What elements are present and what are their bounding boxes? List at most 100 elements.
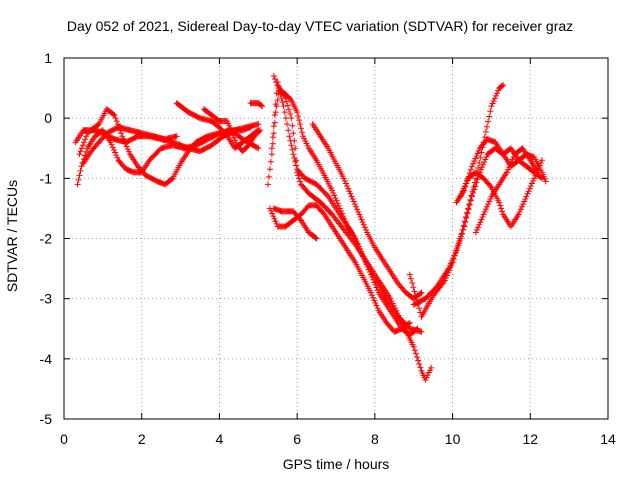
plus-marker bbox=[485, 118, 492, 125]
plus-marker bbox=[476, 159, 483, 166]
plus-marker bbox=[373, 284, 380, 291]
plus-marker bbox=[268, 207, 275, 214]
plus-marker bbox=[474, 150, 481, 157]
plus-marker bbox=[357, 248, 364, 255]
plus-marker bbox=[272, 109, 279, 116]
plus-marker bbox=[373, 302, 380, 309]
plus-marker bbox=[483, 123, 490, 130]
plus-marker bbox=[480, 211, 487, 218]
plus-marker bbox=[363, 261, 370, 268]
plus-marker bbox=[271, 112, 278, 119]
plus-marker bbox=[362, 226, 369, 233]
plus-marker bbox=[342, 180, 349, 187]
plus-marker bbox=[483, 153, 490, 160]
plus-marker bbox=[508, 159, 515, 166]
axis-ticks: 0 2 4 6 8 10 12 14 -5 -4 -3 -2 -1 0 1 bbox=[40, 50, 616, 447]
plus-marker bbox=[343, 220, 350, 227]
plus-marker bbox=[477, 154, 484, 161]
plus-marker bbox=[464, 177, 471, 184]
plus-marker bbox=[280, 103, 287, 110]
plus-marker bbox=[469, 163, 475, 170]
plus-marker bbox=[346, 188, 353, 195]
plus-marker bbox=[283, 98, 290, 105]
plus-marker bbox=[256, 128, 263, 135]
plus-marker bbox=[473, 179, 480, 186]
plus-marker bbox=[456, 237, 463, 244]
plus-marker bbox=[428, 364, 435, 371]
plus-marker bbox=[282, 115, 289, 122]
y-tick-label: -3 bbox=[40, 291, 53, 307]
y-tick-label: 1 bbox=[44, 50, 52, 66]
plus-marker bbox=[475, 147, 482, 154]
plus-marker bbox=[287, 110, 294, 117]
series-track-15 bbox=[410, 145, 545, 308]
plus-marker bbox=[370, 294, 377, 301]
plus-marker bbox=[475, 224, 482, 231]
plus-marker bbox=[255, 145, 262, 152]
plus-marker bbox=[285, 127, 292, 134]
plus-marker bbox=[295, 113, 302, 120]
plus-marker bbox=[410, 343, 417, 350]
plus-marker bbox=[488, 103, 495, 110]
plus-marker bbox=[358, 216, 365, 223]
plus-marker bbox=[270, 130, 277, 137]
plus-marker bbox=[354, 206, 361, 213]
plus-marker bbox=[231, 137, 238, 144]
plus-marker bbox=[359, 219, 366, 226]
plus-marker bbox=[352, 203, 359, 210]
plus-marker bbox=[367, 289, 374, 296]
plus-marker bbox=[415, 357, 422, 364]
plus-marker bbox=[411, 347, 418, 354]
plus-marker bbox=[123, 143, 130, 150]
plus-marker bbox=[497, 202, 504, 209]
plus-marker bbox=[489, 100, 496, 107]
plus-marker bbox=[536, 162, 543, 169]
plus-marker bbox=[83, 133, 90, 140]
y-tick-label: -5 bbox=[40, 411, 53, 427]
plus-marker bbox=[113, 118, 120, 125]
plus-marker bbox=[461, 218, 468, 225]
plus-marker bbox=[476, 221, 483, 228]
plus-marker bbox=[500, 82, 507, 89]
plus-marker bbox=[289, 146, 296, 153]
plus-marker bbox=[470, 160, 477, 167]
plus-marker bbox=[458, 190, 465, 197]
plus-marker bbox=[351, 201, 358, 208]
plus-marker bbox=[538, 157, 545, 164]
plus-marker bbox=[288, 142, 295, 149]
plus-marker bbox=[294, 109, 301, 116]
series-track-3 bbox=[72, 121, 262, 155]
plus-marker bbox=[78, 163, 85, 170]
plus-marker bbox=[273, 79, 280, 86]
plus-marker bbox=[288, 115, 295, 122]
plus-marker bbox=[478, 216, 485, 223]
plus-marker bbox=[477, 166, 484, 173]
plus-marker bbox=[530, 177, 537, 184]
plus-marker bbox=[367, 271, 374, 278]
plus-marker bbox=[347, 190, 354, 197]
plus-marker bbox=[269, 210, 276, 217]
plus-marker bbox=[455, 240, 462, 247]
plus-marker bbox=[506, 164, 513, 171]
plus-marker bbox=[407, 275, 414, 282]
plus-marker bbox=[259, 103, 266, 110]
plus-marker bbox=[460, 185, 467, 192]
plus-marker bbox=[481, 208, 488, 215]
x-axis-label: GPS time / hours bbox=[282, 456, 390, 472]
plus-marker bbox=[416, 360, 423, 367]
plus-marker bbox=[290, 130, 297, 137]
plus-marker bbox=[461, 223, 468, 230]
plus-marker bbox=[499, 208, 506, 215]
plus-marker bbox=[355, 243, 362, 250]
plus-marker bbox=[255, 121, 262, 128]
plus-marker bbox=[336, 205, 343, 212]
plus-marker bbox=[465, 206, 472, 213]
plus-marker bbox=[486, 198, 493, 205]
plus-marker bbox=[320, 210, 327, 217]
plus-marker bbox=[492, 92, 499, 99]
plus-marker bbox=[414, 325, 421, 332]
plus-marker bbox=[487, 108, 494, 115]
series-track-10 bbox=[270, 73, 421, 338]
plus-marker bbox=[229, 129, 236, 136]
plus-marker bbox=[272, 218, 279, 225]
